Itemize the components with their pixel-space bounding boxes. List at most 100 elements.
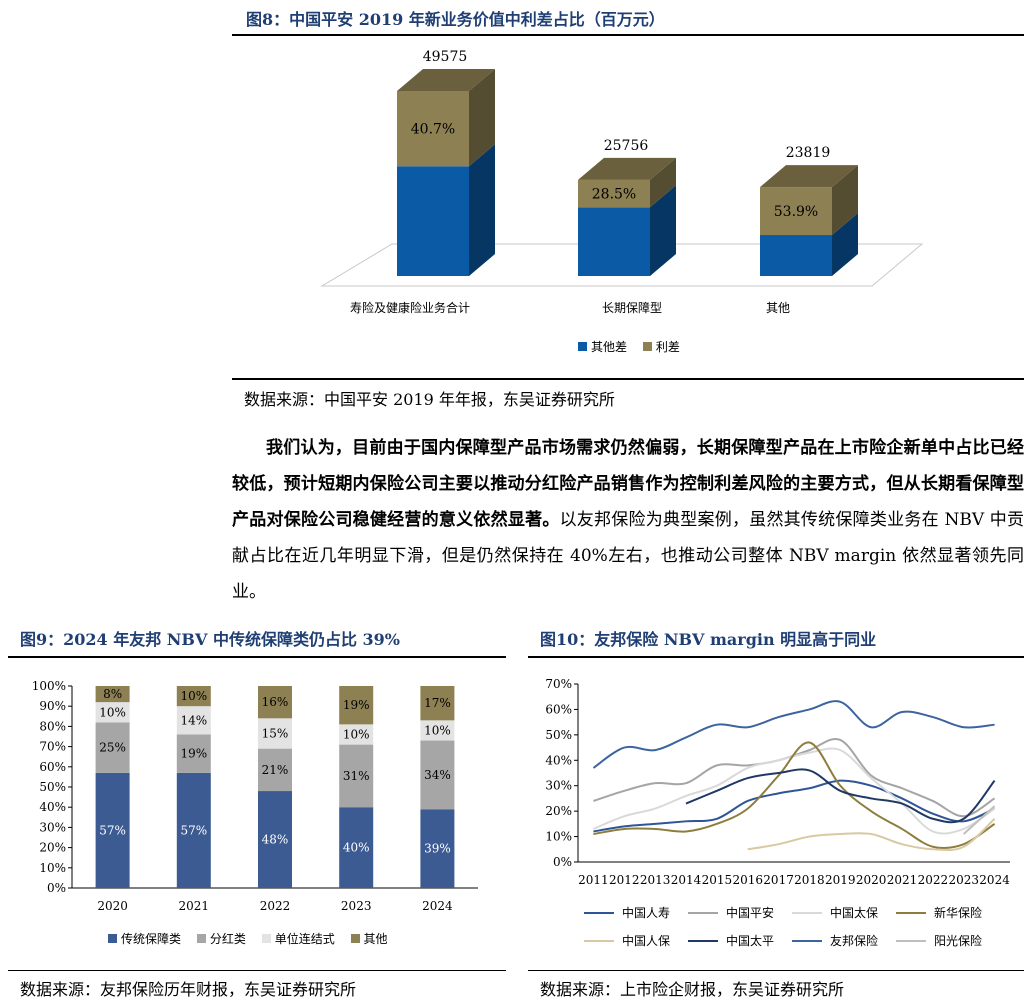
- fig9-legend-swatch: [108, 934, 117, 943]
- fig8-category-labels: 寿险及健康险业务合计 长期保障型 其他: [350, 300, 790, 315]
- fig10-legend-swatch: [688, 939, 718, 942]
- fig9-top-rule: [8, 656, 506, 658]
- fig10-series-line: [747, 818, 996, 852]
- fig10-x-tick-label: 2013: [640, 873, 671, 887]
- fig8-top-rule: [232, 34, 1024, 36]
- fig8-spread-label: 40.7%: [411, 122, 455, 138]
- fig10-x-tick-label: 2023: [948, 873, 979, 887]
- fig8-title: 图8：中国平安 2019 年新业务价值中利差占比（百万元）: [246, 10, 665, 29]
- fig8-legend-item-0: 其他差: [578, 338, 627, 355]
- fig10-legend-item: 友邦保险: [792, 932, 878, 949]
- fig9-data-label: 19%: [343, 698, 370, 712]
- fig9-data-label: 39%: [424, 842, 451, 856]
- fig10-legend-label: 中国人保: [622, 934, 671, 948]
- fig10-x-tick-label: 2021: [887, 873, 918, 887]
- fig9-bottom-rule: [8, 970, 506, 971]
- fig8-total-label: 49575: [423, 49, 468, 65]
- fig9-data-label: 40%: [343, 841, 370, 855]
- fig9-y-tick-label: 20%: [39, 841, 66, 855]
- fig10-legend-label: 阳光保险: [934, 934, 983, 948]
- fig10-x-tick-label: 2011: [578, 873, 609, 887]
- fig10-series-line: [592, 700, 995, 769]
- fig8-bar-top: [760, 165, 858, 188]
- fig10-series-line: [963, 805, 996, 835]
- fig10-legend-item: 中国太保: [792, 904, 878, 921]
- fig9-data-label: 57%: [180, 823, 207, 837]
- fig9-bar-segment: [176, 772, 211, 888]
- fig10-series-line: [593, 747, 996, 835]
- fig8-spread-label: 28.5%: [592, 187, 636, 203]
- fig9-legend-swatch: [196, 934, 206, 943]
- fig8-total-label: 23819: [786, 145, 831, 161]
- fig9-source: 数据来源：友邦保险历年财报，东吴证券研究所: [20, 980, 357, 999]
- fig9-y-tick-label: 40%: [39, 800, 66, 814]
- fig8-bar-segment: [397, 91, 469, 167]
- fig9-bar-segment: [420, 809, 455, 888]
- fig9-y-tick-label: 30%: [39, 820, 66, 834]
- fig9-bar-segment: [339, 686, 374, 725]
- fig9-bar-segment: [258, 748, 292, 792]
- fig8-bar-segment: [578, 207, 650, 276]
- fig10-legend-item: 阳光保险: [896, 932, 982, 949]
- fig9-y-tick-label: 50%: [39, 780, 66, 794]
- fig8-bar-segment: [397, 166, 469, 276]
- fig9-legend-item-1: 分红类: [196, 930, 246, 947]
- fig8-bar-segment: [578, 179, 650, 208]
- fig8-total-label: 25756: [604, 138, 649, 154]
- fig9-data-label: 25%: [99, 741, 126, 755]
- fig9-title: 图9：2024 年友邦 NBV 中传统保障类仍占比 39%: [20, 630, 400, 649]
- fig9-legend-item-0: 传统保障类: [108, 930, 181, 947]
- fig10-source: 数据来源：上市险企财报，东吴证券研究所: [540, 980, 845, 999]
- fig10-legend-label: 中国平安: [726, 906, 775, 920]
- fig9-data-label: 10%: [424, 723, 451, 737]
- fig10-legend-label: 中国人寿: [622, 906, 671, 920]
- fig9-legend-label: 分红类: [209, 932, 246, 946]
- fig9-x-tick-label: 2024: [422, 899, 453, 913]
- fig10-legend-item: 中国平安: [688, 904, 774, 921]
- fig9-data-label: 10%: [180, 689, 207, 703]
- fig10-x-tick-label: 2020: [856, 873, 887, 887]
- fig9-bar-segment: [258, 718, 292, 749]
- fig10-legend-swatch: [584, 939, 614, 942]
- fig9-data-label: 14%: [180, 713, 207, 727]
- fig9-data-label: 31%: [343, 769, 370, 783]
- fig10-x-tick-label: 2014: [671, 873, 702, 887]
- fig8-bar-side: [650, 185, 676, 276]
- fig10-title: 图10：友邦保险 NBV margin 明显高于同业: [540, 630, 877, 649]
- fig8-category-label: 其他: [766, 301, 790, 315]
- fig10-y-tick-label: 20%: [545, 804, 572, 818]
- fig10-legend-swatch: [688, 911, 718, 914]
- fig9-bar-segment: [258, 791, 292, 888]
- fig9-x-tick-label: 2022: [260, 899, 291, 913]
- fig10-legend-swatch: [792, 911, 822, 914]
- fig10-x-tick-label: 2012: [609, 873, 640, 887]
- fig9-data-label: 17%: [424, 696, 451, 710]
- fig8-legend-swatch: [642, 342, 652, 351]
- fig8-spread-label: 53.9%: [774, 204, 818, 220]
- fig8-bar-side: [650, 157, 676, 208]
- fig10-lines: [592, 700, 996, 852]
- fig10-axis: 0%10%20%30%40%50%60%70%2011 2012 2013 2014 2…: [545, 677, 1010, 887]
- fig9-chart: 0% 10% 20% 30% 40% 50% 60% 70% 80% 90% 100% 2020 202…: [32, 679, 478, 913]
- fig9-data-label: 8%: [103, 687, 122, 701]
- fig9-legend-label: 其他: [363, 932, 388, 946]
- fig8-legend-label: 其他差: [591, 340, 628, 354]
- fig9-bar-segment: [95, 722, 130, 773]
- fig9-data-label: 57%: [99, 823, 126, 837]
- fig10-x-tick-label: 2024: [979, 873, 1010, 887]
- fig8-bar-segment: [760, 235, 832, 276]
- fig10-legend-label: 新华保险: [934, 906, 983, 920]
- fig9-legend-label: 单位连结式: [274, 932, 335, 946]
- fig10-series-line: [593, 779, 995, 833]
- fig10-legend-swatch: [792, 939, 822, 942]
- fig9-data-label: 15%: [262, 726, 289, 740]
- fig10-x-tick-label: 2018: [794, 873, 825, 887]
- fig10-legend-swatch: [584, 911, 614, 914]
- fig8-bar-side: [832, 165, 858, 236]
- fig9-bar-segment: [339, 807, 374, 888]
- fig9-legend: 传统保障类 分红类 单位连结式 其他: [108, 930, 400, 947]
- paragraph-normal: 以友邦保险为典型案例，虽然其传统保障类业务在 NBV 中贡献占比在近几年明显下滑…: [232, 510, 1025, 602]
- fig10-legend-label: 中国太平: [726, 934, 775, 948]
- fig9-data-label: 10%: [343, 727, 370, 741]
- fig8-source: 数据来源：中国平安 2019 年年报，东吴证券研究所: [244, 390, 615, 409]
